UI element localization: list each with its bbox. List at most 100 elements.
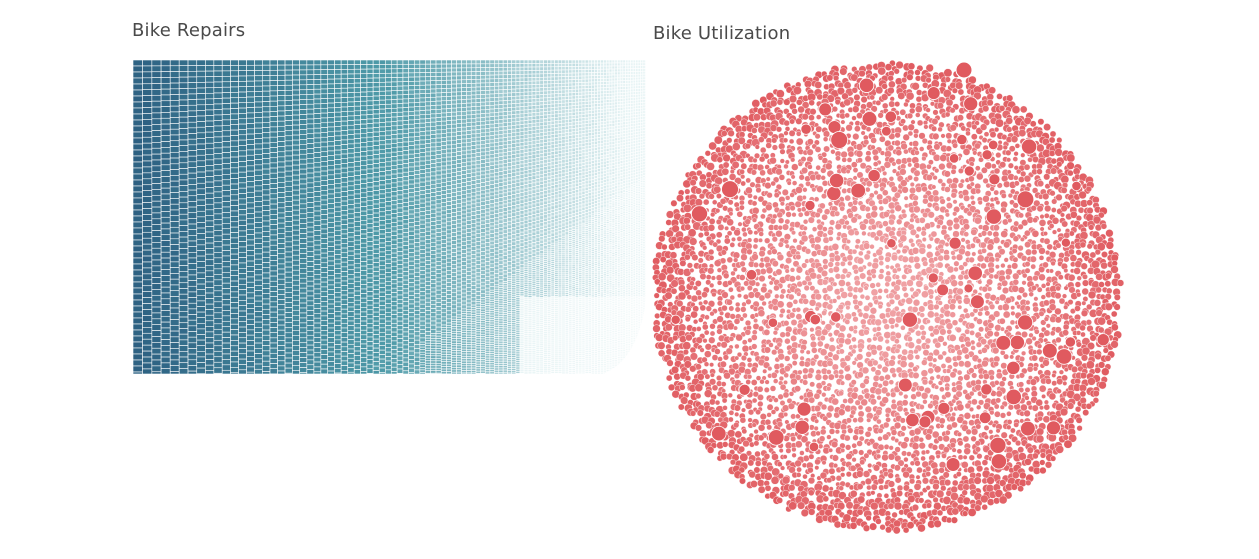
treemap-cell[interactable] — [511, 372, 517, 374]
treemap-cell[interactable] — [169, 134, 180, 142]
treemap-cell[interactable] — [187, 87, 198, 95]
treemap-cell[interactable] — [515, 211, 521, 216]
treemap-cell[interactable] — [466, 79, 472, 84]
treemap-cell[interactable] — [408, 72, 415, 78]
treemap-cell[interactable] — [306, 133, 315, 139]
treemap-cell[interactable] — [535, 369, 541, 373]
treemap-cell[interactable] — [515, 128, 521, 133]
treemap-cell[interactable] — [221, 179, 231, 186]
treemap-cell[interactable] — [246, 361, 255, 368]
treemap-cell[interactable] — [169, 175, 180, 182]
treemap-cell[interactable] — [277, 263, 286, 270]
treemap-cell[interactable] — [527, 229, 533, 234]
treemap-cell[interactable] — [313, 171, 322, 178]
treemap-cell[interactable] — [502, 305, 508, 309]
treemap-cell[interactable] — [523, 331, 529, 334]
treemap-cell[interactable] — [523, 337, 529, 341]
treemap-cell[interactable] — [523, 264, 529, 268]
treemap-cell[interactable] — [230, 86, 239, 93]
treemap-cell[interactable] — [489, 360, 495, 363]
treemap-cell[interactable] — [390, 143, 398, 149]
treemap-cell[interactable] — [502, 323, 508, 327]
treemap-cell[interactable] — [142, 172, 153, 180]
treemap-cell[interactable] — [353, 304, 361, 310]
treemap-cell[interactable] — [494, 258, 500, 263]
treemap-cell[interactable] — [313, 93, 322, 100]
treemap-cell[interactable] — [531, 354, 537, 358]
treemap-cell[interactable] — [396, 286, 404, 291]
treemap-cell[interactable] — [480, 82, 486, 88]
treemap-cell[interactable] — [494, 149, 500, 154]
treemap-cell[interactable] — [254, 185, 263, 192]
treemap-cell[interactable] — [475, 117, 481, 123]
treemap-cell[interactable] — [511, 230, 517, 235]
treemap-cell[interactable] — [446, 116, 452, 121]
treemap-cell[interactable] — [535, 313, 541, 317]
treemap-cell[interactable] — [451, 131, 457, 137]
treemap-cell[interactable] — [502, 166, 508, 172]
treemap-cell[interactable] — [254, 232, 263, 239]
treemap-cell[interactable] — [160, 193, 171, 201]
treemap-cell[interactable] — [151, 271, 162, 278]
treemap-cell[interactable] — [498, 238, 504, 243]
treemap-cell[interactable] — [523, 187, 529, 193]
treemap-cell[interactable] — [396, 190, 404, 196]
treemap-cell[interactable] — [284, 155, 293, 162]
treemap-cell[interactable] — [489, 286, 495, 291]
treemap-cell[interactable] — [507, 78, 512, 83]
treemap-cell[interactable] — [402, 64, 409, 69]
treemap-cell[interactable] — [360, 132, 368, 139]
treemap-cell[interactable] — [519, 174, 525, 179]
treemap-cell[interactable] — [246, 345, 255, 352]
treemap-cell[interactable] — [408, 170, 415, 176]
treemap-cell[interactable] — [440, 226, 447, 232]
treemap-cell[interactable] — [430, 338, 437, 342]
treemap-cell[interactable] — [292, 314, 300, 321]
treemap-cell[interactable] — [178, 202, 189, 209]
treemap-cell[interactable] — [313, 225, 322, 231]
treemap-cell[interactable] — [527, 197, 533, 202]
treemap-cell[interactable] — [527, 165, 533, 170]
treemap-cell[interactable] — [187, 218, 198, 225]
treemap-cell[interactable] — [419, 135, 426, 141]
treemap-cell[interactable] — [353, 290, 361, 296]
treemap-cell[interactable] — [299, 129, 308, 135]
treemap-cell[interactable] — [531, 299, 537, 303]
treemap-cell[interactable] — [531, 367, 537, 370]
treemap-cell[interactable] — [502, 325, 508, 329]
treemap-cell[interactable] — [451, 248, 457, 253]
treemap-cell[interactable] — [385, 320, 392, 326]
treemap-cell[interactable] — [531, 122, 537, 128]
treemap-cell[interactable] — [425, 297, 432, 303]
treemap-cell[interactable] — [502, 318, 508, 322]
treemap-cell[interactable] — [535, 115, 541, 120]
treemap-cell[interactable] — [306, 192, 315, 198]
treemap-cell[interactable] — [378, 117, 386, 123]
treemap-cell[interactable] — [523, 120, 529, 125]
treemap-cell[interactable] — [205, 148, 215, 155]
treemap-cell[interactable] — [390, 186, 398, 192]
treemap-cell[interactable] — [238, 364, 247, 371]
treemap-cell[interactable] — [430, 150, 437, 156]
treemap-cell[interactable] — [419, 333, 426, 339]
treemap-cell[interactable] — [385, 201, 392, 207]
treemap-cell[interactable] — [254, 211, 263, 218]
treemap-cell[interactable] — [531, 331, 537, 335]
treemap-cell[interactable] — [320, 107, 329, 114]
treemap-cell[interactable] — [213, 317, 223, 325]
treemap-cell[interactable] — [306, 359, 315, 366]
treemap-cell[interactable] — [440, 332, 447, 336]
treemap-cell[interactable] — [142, 65, 153, 73]
treemap-cell[interactable] — [531, 98, 537, 103]
treemap-cell[interactable] — [535, 309, 541, 313]
treemap-cell[interactable] — [527, 179, 533, 185]
treemap-cell[interactable] — [523, 298, 529, 302]
treemap-cell[interactable] — [531, 304, 537, 307]
treemap-cell[interactable] — [230, 226, 239, 233]
treemap-cell[interactable] — [498, 322, 504, 326]
treemap-cell[interactable] — [430, 254, 437, 260]
treemap-cell[interactable] — [430, 335, 437, 339]
treemap-cell[interactable] — [178, 156, 189, 164]
treemap-cell[interactable] — [531, 150, 537, 156]
treemap-cell[interactable] — [254, 348, 263, 354]
